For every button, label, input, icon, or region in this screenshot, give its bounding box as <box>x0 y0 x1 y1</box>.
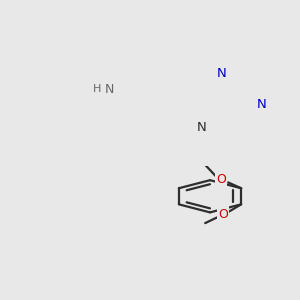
Text: N: N <box>104 83 114 96</box>
Text: N: N <box>196 121 206 134</box>
Text: N: N <box>256 98 266 111</box>
Text: O: O <box>216 173 226 186</box>
Text: N: N <box>216 67 226 80</box>
Text: O: O <box>218 208 228 221</box>
Text: H: H <box>93 84 101 94</box>
